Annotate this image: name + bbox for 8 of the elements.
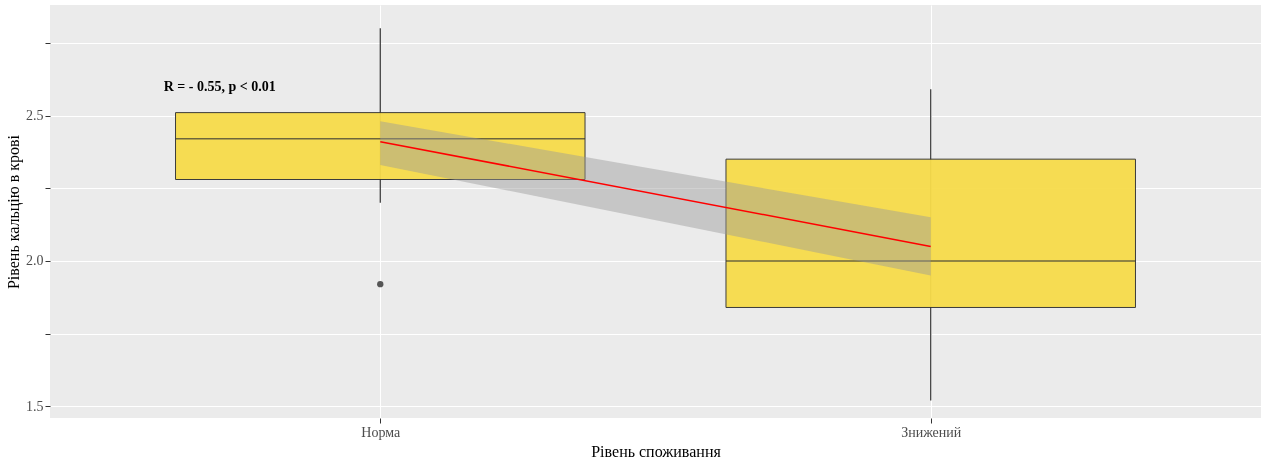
y-tick-label: 2.5 (26, 108, 44, 124)
y-tick-label: 1.5 (26, 398, 44, 414)
annotation: R = - 0.55, p < 0.01 (163, 79, 276, 94)
y-tick-label: 2.0 (26, 253, 44, 269)
x-tick-label: Норма (361, 424, 401, 440)
x-axis-title: Рівень споживання (591, 442, 722, 460)
y-axis-title: Рівень кальцію в крові (5, 134, 23, 290)
x-tick-label: Знижений (901, 424, 962, 440)
